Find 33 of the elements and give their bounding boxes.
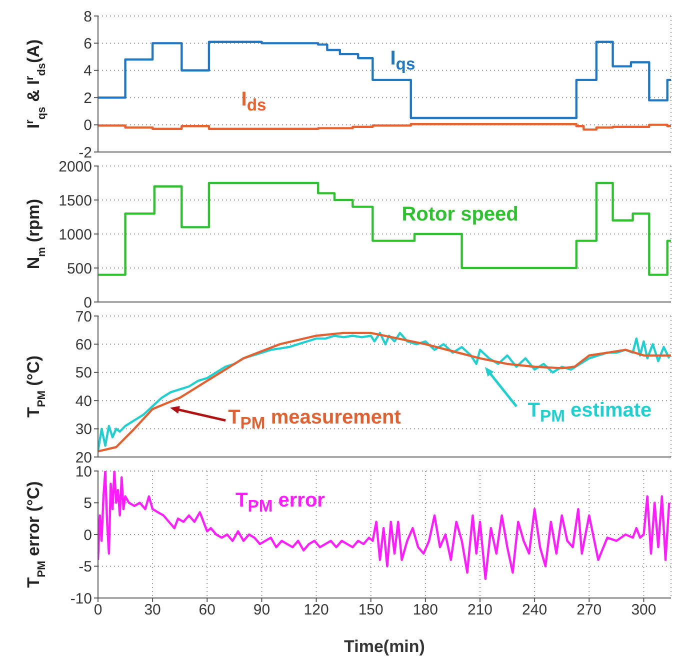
x-axis-title: Time(min) xyxy=(344,637,425,656)
x-tick-label: 210 xyxy=(467,602,493,619)
y-tick-label: 500 xyxy=(66,260,92,278)
y-tick-label: 0 xyxy=(84,117,92,134)
series-label: I$_{qs}$ xyxy=(390,47,416,74)
series-label: T$_{PM}$ error xyxy=(236,489,325,516)
y-tick-label: 0 xyxy=(84,526,92,544)
x-tick-label: 90 xyxy=(253,602,270,619)
y-tick-label: 1500 xyxy=(58,192,92,210)
series-label: Rotor speed xyxy=(402,203,518,226)
y-tick-label: 30 xyxy=(75,421,92,438)
y-tick-label: 60 xyxy=(75,336,92,354)
y-tick-label: 2 xyxy=(84,90,92,107)
y-tick-label: 50 xyxy=(75,364,92,382)
y-tick-label: 40 xyxy=(75,392,92,410)
x-tick-label: 240 xyxy=(522,602,548,619)
series-label: I$_{ds}$ xyxy=(241,88,266,116)
x-tick-label: 60 xyxy=(198,602,216,619)
y-tick-label: 1000 xyxy=(58,226,92,244)
series-label: T$_{PM}$ measurement xyxy=(228,406,401,434)
x-tick-label: 180 xyxy=(412,602,438,619)
x-tick-label: 150 xyxy=(358,602,384,619)
x-tick-label: 300 xyxy=(631,602,656,619)
y-tick-label: -5 xyxy=(78,558,92,576)
y-tick-label: 4 xyxy=(84,62,92,80)
y-tick-label: 5 xyxy=(84,495,92,512)
x-tick-label: 30 xyxy=(144,602,161,619)
x-tick-label: 120 xyxy=(304,602,329,619)
y-tick-label: 8 xyxy=(84,8,92,26)
series-label: T$_{PM}$ estimate xyxy=(528,400,652,427)
y-tick-label: 6 xyxy=(84,36,92,53)
x-tick-label: 270 xyxy=(576,602,602,619)
y-tick-label: -10 xyxy=(70,590,92,608)
